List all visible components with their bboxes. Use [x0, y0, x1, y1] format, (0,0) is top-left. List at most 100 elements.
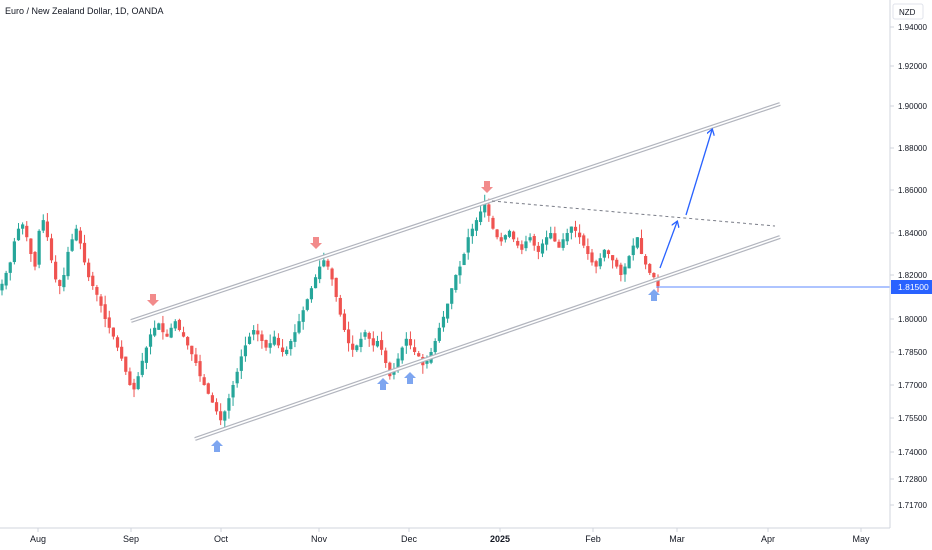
candle: [87, 258, 91, 282]
price-tick-label: 1.75500: [898, 414, 927, 423]
projection-arrow-path-2[interactable]: [685, 130, 712, 216]
candle: [375, 335, 380, 348]
candle: [227, 393, 231, 419]
channel-upper-line-inner: [130, 103, 781, 322]
candle: [359, 332, 363, 353]
candle: [474, 217, 479, 236]
candle: [0, 279, 4, 296]
candle: [631, 238, 635, 261]
candle: [454, 274, 458, 293]
candle: [128, 367, 132, 386]
price-tick-label: 1.90000: [898, 102, 927, 111]
candle: [483, 194, 487, 218]
candle: [210, 392, 215, 403]
candle: [301, 306, 305, 330]
candle: [276, 333, 281, 349]
candle: [29, 238, 33, 262]
candle: [157, 322, 161, 331]
time-axis-ticks: Aug Sep Oct Nov Dec 2025 Feb Mar Apr May: [30, 528, 870, 544]
candle: [553, 226, 557, 242]
candle: [478, 206, 483, 226]
candle: [8, 261, 12, 281]
sell-signal-arrow-icon: [147, 294, 159, 306]
candle: [247, 332, 252, 345]
time-tick-label: Nov: [311, 534, 328, 544]
candle: [635, 237, 639, 250]
candle: [99, 294, 103, 313]
candle: [107, 310, 111, 334]
candle: [520, 240, 524, 255]
candle: [62, 267, 66, 292]
buy-signal-arrow-icon: [377, 378, 389, 390]
dashed-resistance-line[interactable]: [491, 200, 776, 227]
candle: [95, 284, 99, 302]
time-tick-label: Dec: [401, 534, 418, 544]
last-price-value: 1.81500: [898, 282, 929, 292]
candle: [384, 347, 388, 368]
candle: [450, 288, 454, 310]
candle: [70, 233, 74, 252]
candle: [516, 237, 520, 249]
candle: [351, 335, 355, 357]
candle: [41, 214, 45, 234]
candle: [280, 339, 285, 357]
candle: [256, 323, 260, 342]
candle: [578, 224, 582, 244]
price-tick-label: 1.94000: [898, 23, 927, 32]
price-tick-label: 1.88000: [898, 144, 927, 153]
candle: [470, 223, 474, 244]
candle: [243, 336, 248, 362]
candle: [231, 380, 235, 406]
candle: [400, 346, 404, 364]
price-tick-label: 1.72800: [898, 475, 927, 484]
sell-signal-arrow-icon: [481, 181, 493, 193]
candle: [594, 259, 598, 274]
time-tick-label: May: [852, 534, 870, 544]
candle: [334, 277, 338, 302]
candle: [602, 249, 606, 262]
candle: [462, 252, 466, 266]
candle: [74, 224, 78, 242]
candle: [264, 339, 268, 351]
candle: [202, 374, 206, 386]
candle: [120, 340, 124, 361]
candle: [433, 338, 437, 355]
candle: [219, 403, 223, 426]
candle: [582, 233, 586, 249]
candle: [458, 260, 462, 284]
candle: [194, 347, 198, 366]
candle: [165, 329, 169, 338]
candle: [363, 329, 367, 340]
candle: [82, 234, 87, 266]
price-axis[interactable]: NZD: [889, 0, 924, 528]
candle: [103, 295, 107, 328]
candle: [511, 230, 516, 243]
candle: [540, 239, 545, 258]
last-price-tag: 1.81500: [891, 280, 932, 294]
candle: [293, 324, 297, 348]
candle: [144, 346, 149, 370]
candle: [37, 229, 41, 269]
candle: [25, 221, 29, 242]
candle: [169, 323, 173, 339]
candle: [437, 322, 441, 343]
candle: [346, 321, 351, 352]
candle: [528, 233, 532, 243]
candle: [173, 319, 177, 332]
currency-box[interactable]: [892, 3, 924, 20]
candle: [507, 229, 512, 239]
candle: [223, 410, 227, 429]
candle: [495, 228, 499, 240]
candle: [318, 260, 322, 284]
time-tick-label: Mar: [669, 534, 685, 544]
candle: [417, 350, 421, 357]
candle: [557, 239, 561, 248]
candle: [66, 246, 70, 280]
projection-arrow-path[interactable]: [659, 222, 677, 269]
candle: [421, 354, 425, 374]
candle: [177, 318, 182, 332]
candle: [565, 228, 569, 246]
price-tick-label: 1.71700: [898, 501, 927, 510]
price-tick-label: 1.86000: [898, 186, 927, 195]
